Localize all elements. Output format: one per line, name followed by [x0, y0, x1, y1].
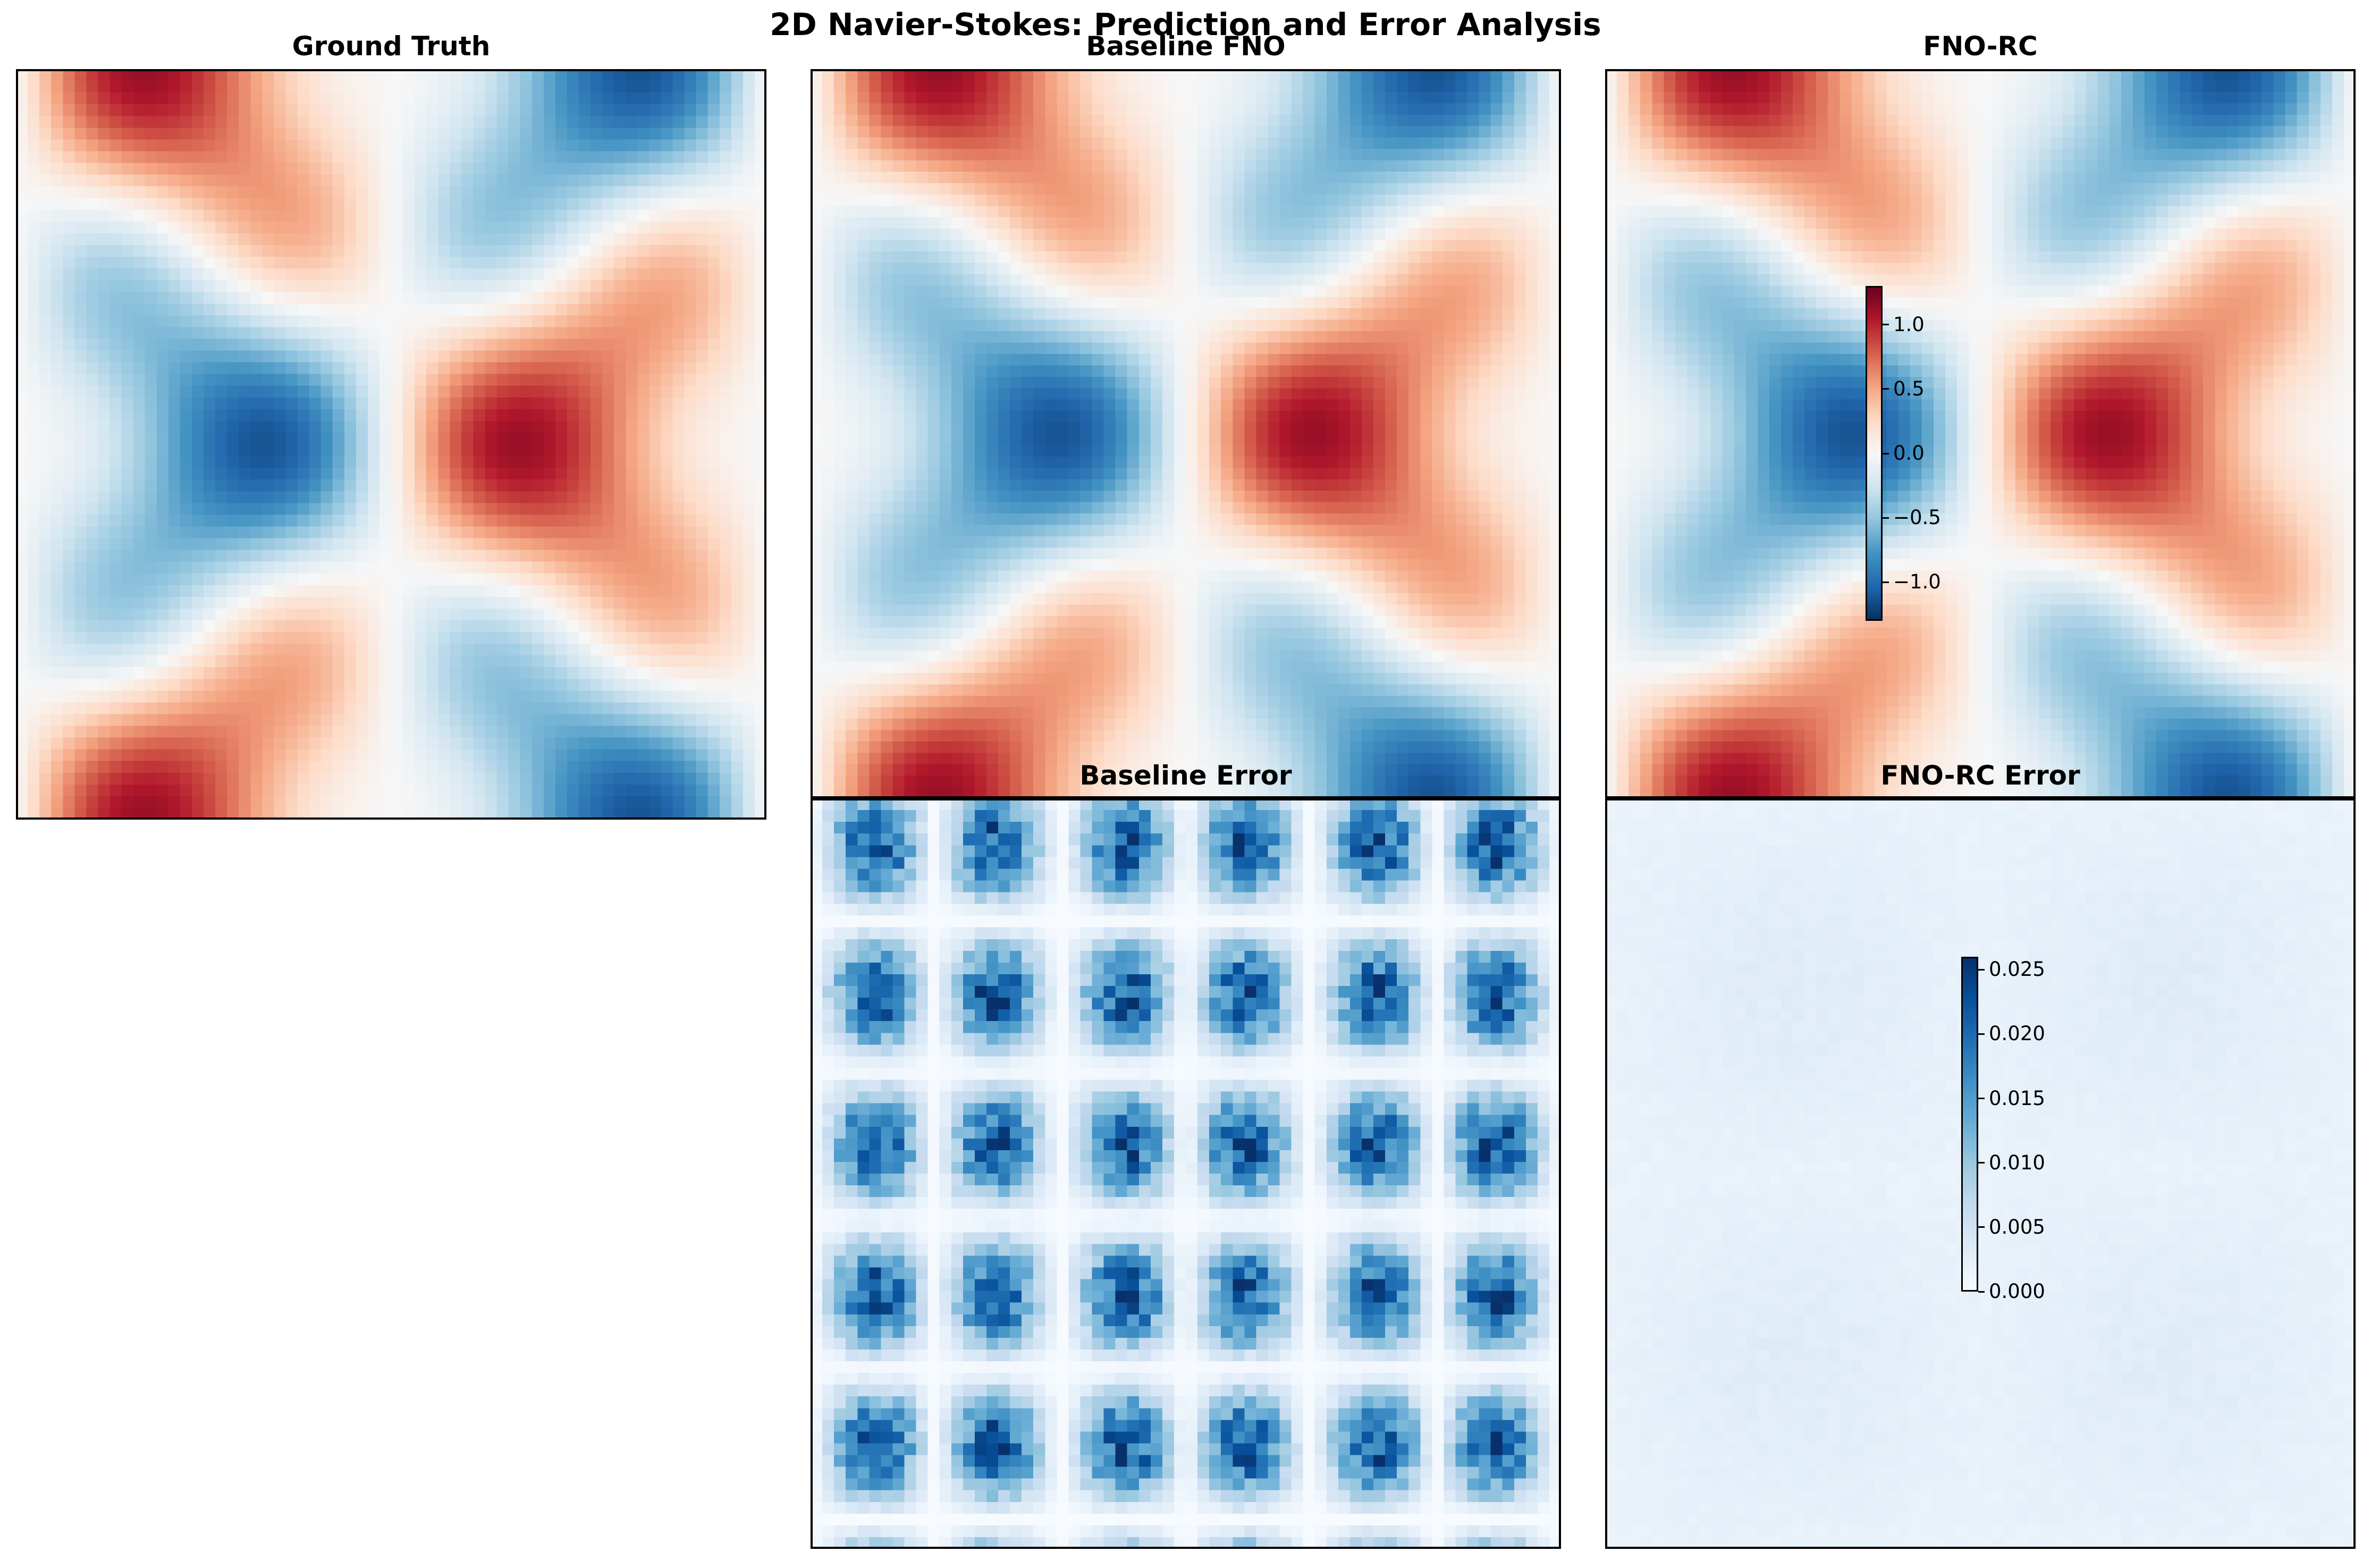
colorbar-tick-label: −1.0 [1893, 570, 1941, 594]
colorbar-tick-label: 0.010 [1989, 1151, 2045, 1174]
baseline-fno-title: Baseline FNO [1086, 31, 1286, 62]
fno-rc-title: FNO-RC [1923, 31, 2038, 62]
ground-truth-title: Ground Truth [292, 31, 491, 62]
colorbar-tick-label: 1.0 [1893, 313, 1925, 336]
colorbar-tick-mark [1978, 1162, 1985, 1164]
colorbar-tick-mark [1978, 1226, 1985, 1228]
colorbar-tick-label: 0.5 [1893, 377, 1925, 400]
colorbar-tick-mark [1978, 1033, 1985, 1035]
colorbar-tick-mark [1883, 324, 1889, 326]
colorbar-tick-label: 0.0 [1893, 442, 1925, 465]
colorbar-tick-mark [1978, 968, 1985, 971]
colorbar-tick-mark [1978, 1098, 1985, 1100]
error-colorbar-gradient [1961, 957, 1978, 1292]
vorticity-colorbar-gradient [1866, 286, 1883, 621]
ground-truth-panel: Ground Truth [16, 31, 766, 820]
colorbar-tick-mark [1883, 452, 1889, 454]
colorbar-tick-label: 0.020 [1989, 1022, 2045, 1046]
colorbar-tick-label: 0.000 [1989, 1280, 2045, 1303]
colorbar-tick-label: 0.005 [1989, 1215, 2045, 1238]
baseline-error-panel: Baseline Error [811, 760, 1561, 1549]
colorbar-tick-label: 0.015 [1989, 1086, 2045, 1110]
fno-rc-error-title: FNO-RC Error [1880, 760, 2080, 791]
baseline-fno-heatmap [811, 69, 1561, 798]
fno-rc-panel: FNO-RC [1605, 31, 2356, 798]
baseline-error-title: Baseline Error [1079, 760, 1292, 791]
ground-truth-heatmap [16, 69, 766, 820]
baseline-error-heatmap [811, 798, 1561, 1549]
colorbar-tick-mark [1883, 388, 1889, 390]
error-colorbar: 0.025 0.020 0.015 0.010 0.005 0.000 [1961, 957, 2045, 1303]
colorbar-tick-mark [1978, 1291, 1985, 1293]
colorbar-tick-label: −0.5 [1893, 506, 1941, 529]
figure-title: 2D Navier-Stokes: Prediction and Error A… [770, 6, 1601, 43]
fno-rc-error-heatmap [1605, 798, 2356, 1549]
fno-rc-error-panel: FNO-RC Error [1605, 760, 2356, 1549]
baseline-fno-panel: Baseline FNO [811, 31, 1561, 798]
colorbar-tick-label: 0.025 [1989, 958, 2045, 981]
colorbar-tick-mark [1883, 581, 1889, 583]
vorticity-colorbar: 1.0 0.5 0.0 −0.5 −1.0 [1866, 286, 1941, 621]
colorbar-tick-mark [1883, 517, 1889, 519]
fno-rc-heatmap [1605, 69, 2356, 798]
